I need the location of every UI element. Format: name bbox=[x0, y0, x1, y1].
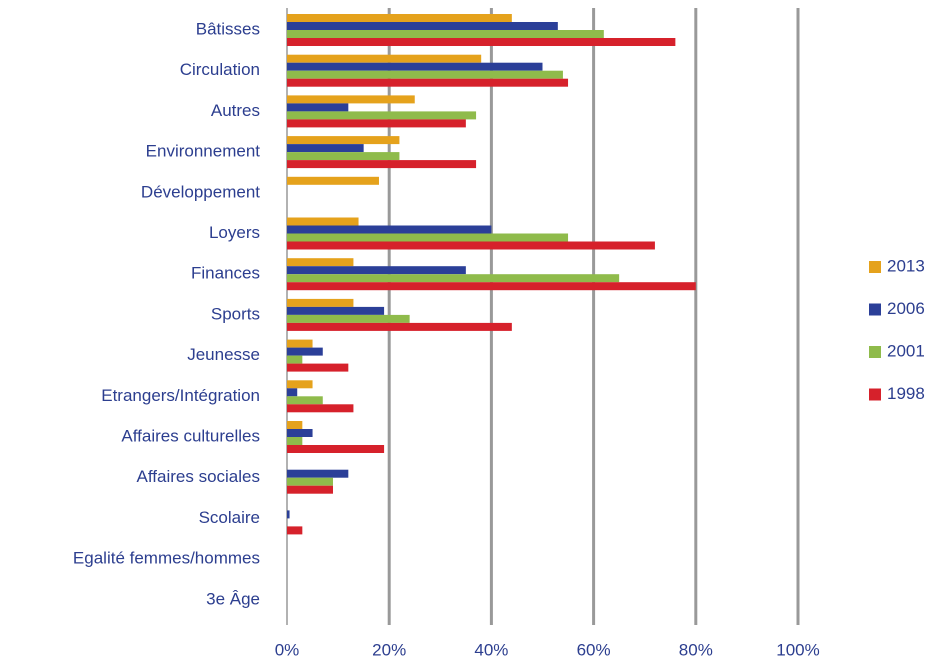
x-tick-label: 0% bbox=[275, 640, 300, 659]
bar bbox=[287, 54, 482, 63]
bar bbox=[287, 38, 676, 46]
bar bbox=[287, 380, 313, 389]
legend-swatch bbox=[869, 388, 881, 401]
bar bbox=[287, 225, 492, 234]
x-tick-label: 40% bbox=[474, 640, 508, 659]
bar bbox=[287, 445, 385, 453]
bar bbox=[287, 510, 290, 519]
legend-label: 2006 bbox=[887, 299, 925, 318]
y-tick-label: Finances bbox=[191, 264, 260, 283]
x-tick-label: 60% bbox=[577, 640, 611, 659]
bar bbox=[287, 339, 313, 348]
bar bbox=[287, 485, 333, 494]
bar bbox=[287, 355, 303, 364]
bar bbox=[287, 176, 379, 185]
x-tick-label: 100% bbox=[776, 640, 819, 659]
bar bbox=[287, 70, 563, 79]
bar bbox=[287, 421, 303, 429]
bar bbox=[287, 95, 415, 104]
bar bbox=[287, 22, 558, 30]
bar bbox=[287, 429, 313, 437]
bar bbox=[287, 266, 466, 275]
bar bbox=[287, 477, 333, 486]
y-tick-label: Scolaire bbox=[199, 508, 260, 527]
x-tick-label: 80% bbox=[679, 640, 713, 659]
bar bbox=[287, 282, 696, 291]
bar bbox=[287, 322, 512, 331]
y-tick-label: Autres bbox=[211, 101, 260, 120]
legend-label: 2001 bbox=[887, 341, 925, 360]
y-tick-label: Jeunesse bbox=[187, 345, 260, 364]
bar bbox=[287, 363, 349, 372]
y-tick-label: Bâtisses bbox=[196, 19, 260, 38]
bar bbox=[287, 396, 323, 405]
bar bbox=[287, 217, 359, 226]
y-tick-label: Loyers bbox=[209, 223, 260, 242]
y-tick-label: Etrangers/Intégration bbox=[101, 386, 260, 405]
bar bbox=[287, 136, 400, 145]
y-tick-label: Egalité femmes/hommes bbox=[73, 549, 260, 568]
bar bbox=[287, 404, 354, 413]
bar bbox=[287, 314, 410, 323]
bar bbox=[287, 14, 512, 22]
bar bbox=[287, 152, 400, 161]
legend-label: 1998 bbox=[887, 384, 925, 403]
bar bbox=[287, 144, 364, 153]
y-tick-label: Environnement bbox=[146, 142, 261, 161]
bar bbox=[287, 388, 298, 397]
bar bbox=[287, 274, 620, 283]
bar bbox=[287, 78, 569, 87]
bar bbox=[287, 160, 477, 169]
legend-swatch bbox=[869, 261, 881, 273]
bar bbox=[287, 103, 349, 112]
x-tick-label: 20% bbox=[372, 640, 406, 659]
legend-swatch bbox=[869, 303, 881, 316]
y-tick-label: Développement bbox=[141, 182, 260, 201]
y-tick-label: Affaires sociales bbox=[137, 467, 260, 486]
y-tick-label: Affaires culturelles bbox=[121, 426, 260, 445]
bar bbox=[287, 111, 477, 120]
bar bbox=[287, 241, 655, 250]
y-tick-label: Sports bbox=[211, 304, 260, 323]
y-tick-label: 3e Âge bbox=[206, 589, 260, 608]
y-tick-label: Circulation bbox=[180, 60, 260, 79]
legend-swatch bbox=[869, 346, 881, 358]
bar bbox=[287, 437, 303, 445]
bar bbox=[287, 298, 354, 307]
bar bbox=[287, 258, 354, 267]
bar bbox=[287, 306, 385, 315]
bar bbox=[287, 526, 303, 535]
legend-label: 2013 bbox=[887, 256, 925, 275]
bar bbox=[287, 119, 466, 128]
bar bbox=[287, 30, 604, 38]
bar bbox=[287, 62, 543, 71]
bar bbox=[287, 233, 569, 242]
bar bbox=[287, 347, 323, 356]
bar bbox=[287, 469, 349, 478]
